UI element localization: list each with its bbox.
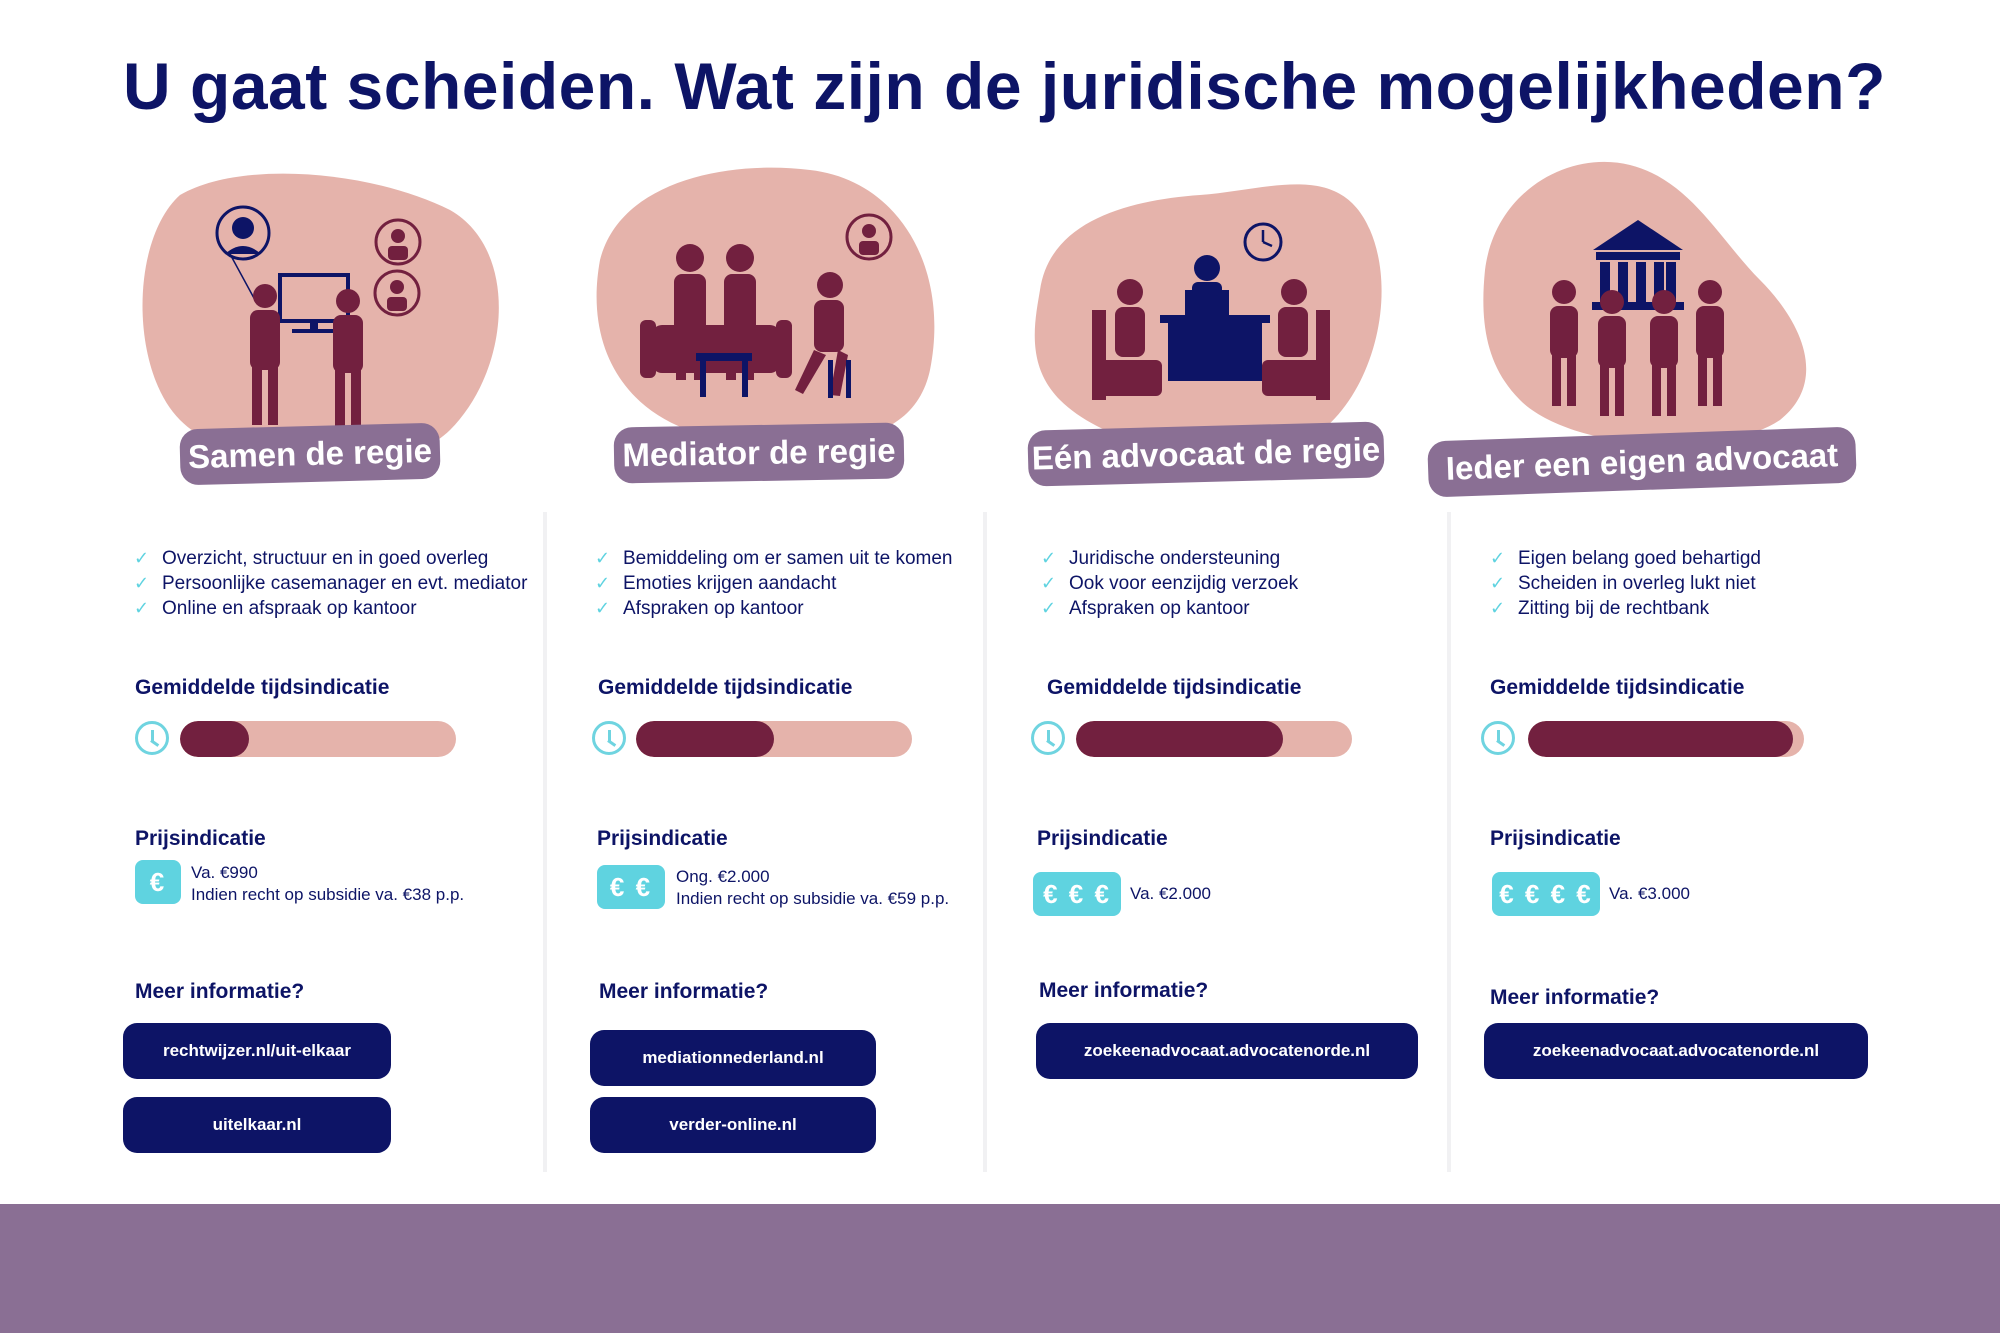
footer-band [0,1204,2000,1333]
price-text: Va. €3.000 [1609,884,1690,903]
price-heading: Prijsindicatie [135,827,266,850]
check-icon: ✓ [595,598,611,618]
option-mediator-de-regie: Mediator de regie ✓ Bemiddeling om er sam… [570,150,980,1180]
price-heading: Prijsindicatie [1490,827,1621,850]
check-icon: ✓ [1041,548,1057,568]
option-label: Mediator de regie [613,422,905,484]
feature-list: ✓ Eigen belang goed behartigd ✓ Scheiden i… [1490,546,1761,621]
link-button-zoekeenadvocaat[interactable]: zoekeenadvocaat.advocatenorde.nl [1484,1023,1868,1079]
check-icon: ✓ [1041,573,1057,593]
time-heading: Gemiddelde tijdsindicatie [1490,676,1745,699]
list-item: ✓ Juridische ondersteuning [1041,548,1281,569]
feature-list: ✓ Bemiddeling om er samen uit te komen ✓ E… [595,546,953,621]
list-item: ✓ Ook voor eenzijdig verzoek [1041,573,1299,594]
time-bar-fill [636,721,774,757]
price-text: Va. €990 Indien recht op subsidie va. €3… [191,863,465,904]
check-icon: ✓ [1490,548,1506,568]
more-info-heading: Meer informatie? [599,980,769,1003]
euro-badge: € € [597,865,665,909]
price-text: Va. €2.000 [1130,884,1211,903]
page-title: U gaat scheiden. Wat zijn de juridische … [123,49,1886,123]
option-ieder-een-eigen-advocaat: Ieder een eigen advocaat ✓ Eigen belang g… [1427,150,1930,1180]
check-icon: ✓ [1490,598,1506,618]
link-button-zoekeenadvocaat[interactable]: zoekeenadvocaat.advocatenorde.nl [1036,1023,1418,1079]
check-icon: ✓ [595,548,611,568]
mediation-session-illustration [570,150,990,510]
clock-icon [1481,721,1515,755]
time-bar [1528,721,1804,757]
time-bar [636,721,912,757]
more-info-heading: Meer informatie? [1490,986,1660,1009]
link-button-mediationnederland[interactable]: mediationnederland.nl [590,1030,876,1086]
check-icon: ✓ [595,573,611,593]
price-text: Ong. €2.000 Indien recht op subsidie va.… [676,867,950,908]
option-label: Eén advocaat de regie [1027,421,1385,487]
option-een-advocaat-de-regie: Eén advocaat de regie ✓ Juridische onders… [1010,150,1430,1180]
check-icon: ✓ [134,598,150,618]
euro-badge: € € € € [1492,872,1600,916]
time-heading: Gemiddelde tijdsindicatie [1047,676,1302,699]
time-bar-fill [1528,721,1793,757]
lawyer-desk-illustration [1010,150,1430,510]
option-samen-de-regie: Samen de regie ✓ Overzicht, structuur en … [120,150,540,1180]
courthouse-illustration [1460,150,1880,510]
list-item: ✓ Bemiddeling om er samen uit te komen [595,548,953,569]
clock-icon [135,721,169,755]
time-bar [180,721,456,757]
list-item: ✓ Zitting bij de rechtbank [1490,598,1710,619]
column-divider [1447,512,1451,1172]
feature-list: ✓ Juridische ondersteuning ✓ Ook voor eenz… [1041,546,1298,621]
list-item: ✓ Emoties krijgen aandacht [595,573,837,594]
price-heading: Prijsindicatie [597,827,728,850]
clock-icon [1031,721,1065,755]
two-people-at-computer-illustration [120,150,540,510]
list-item: ✓ Persoonlijke casemanager en evt. mediat… [134,573,528,594]
column-divider [543,512,547,1172]
option-label: Samen de regie [179,422,441,486]
euro-badge: € € € [1033,872,1121,916]
check-icon: ✓ [134,573,150,593]
euro-badge: € [135,860,181,904]
more-info-heading: Meer informatie? [135,980,305,1003]
feature-list: ✓ Overzicht, structuur en in goed overleg… [134,546,527,621]
check-icon: ✓ [1490,573,1506,593]
check-icon: ✓ [1041,598,1057,618]
check-icon: ✓ [134,548,150,568]
list-item: ✓ Eigen belang goed behartigd [1490,548,1761,569]
more-info-heading: Meer informatie? [1039,979,1209,1002]
time-heading: Gemiddelde tijdsindicatie [598,676,853,699]
time-heading: Gemiddelde tijdsindicatie [135,676,390,699]
time-bar-fill [1076,721,1283,757]
link-button-verder-online[interactable]: verder-online.nl [590,1097,876,1153]
column-divider [983,512,987,1172]
time-bar-fill [180,721,249,757]
list-item: ✓ Afspraken op kantoor [1041,598,1250,619]
link-button-rechtwijzer[interactable]: rechtwijzer.nl/uit-elkaar [123,1023,391,1079]
link-button-uitelkaar[interactable]: uitelkaar.nl [123,1097,391,1153]
list-item: ✓ Overzicht, structuur en in goed overleg [134,548,489,569]
time-bar [1076,721,1352,757]
list-item: ✓ Afspraken op kantoor [595,598,804,619]
price-heading: Prijsindicatie [1037,827,1168,850]
clock-icon [592,721,626,755]
list-item: ✓ Scheiden in overleg lukt niet [1490,573,1756,594]
list-item: ✓ Online en afspraak op kantoor [134,598,417,619]
